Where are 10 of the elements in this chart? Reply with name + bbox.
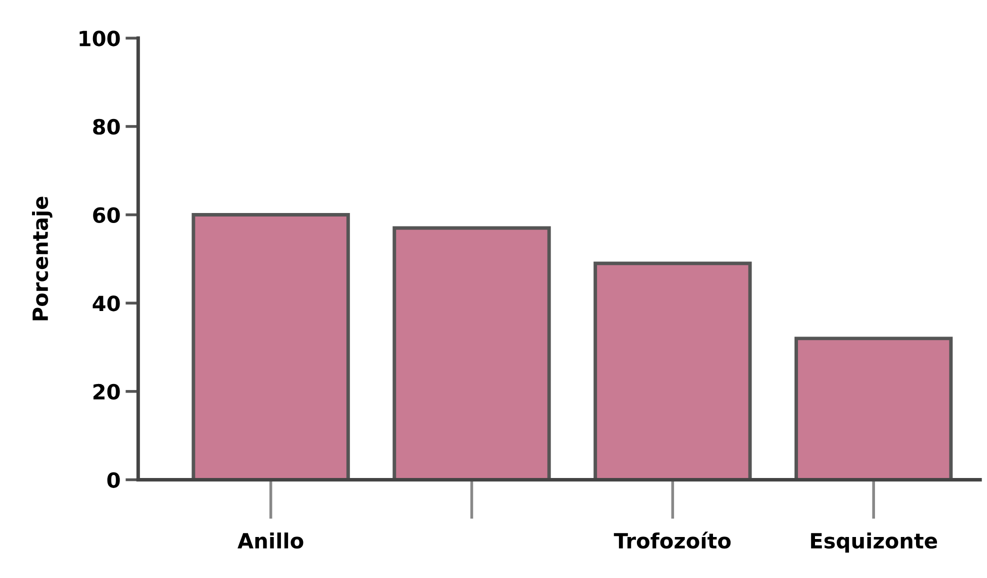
x-tick-label: Anillo (238, 532, 304, 549)
y-axis-title: Porcentaje (32, 196, 52, 320)
x-tick-label: Trofozoíto (614, 532, 731, 549)
x-tick-label: Esquizonte (811, 532, 938, 553)
y-tick-label: 20 (93, 384, 120, 400)
y-tick-label: 40 (92, 296, 120, 312)
y-tick-label: 80 (93, 118, 120, 135)
y-tick-label: 60 (93, 207, 120, 223)
y-tick-label: 0 (107, 472, 120, 488)
y-tick-label: 100 (80, 30, 120, 46)
